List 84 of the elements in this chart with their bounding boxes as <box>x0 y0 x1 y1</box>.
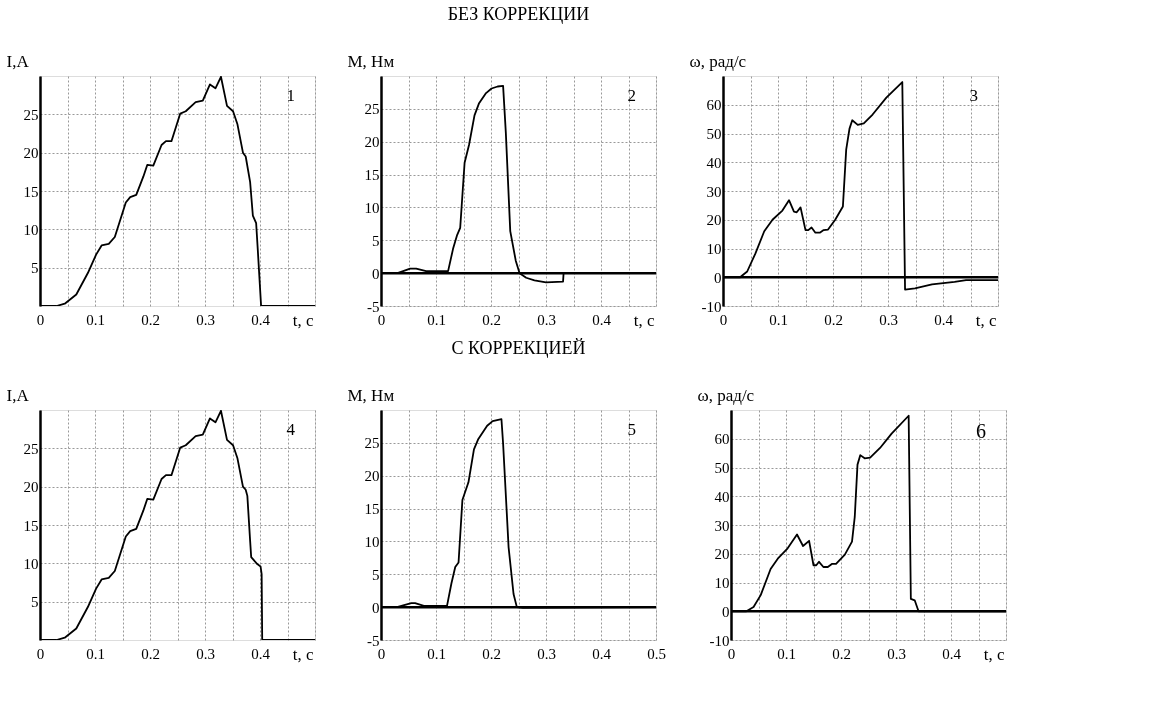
x-tick-label: 0.4 <box>251 311 271 328</box>
y-tick-label: 0 <box>722 603 730 620</box>
x-axis-title: t, c <box>292 644 314 664</box>
y-axis-title: M, Нм <box>347 51 395 71</box>
annotation: 5 <box>627 420 636 439</box>
x-axis-title: t, c <box>292 310 314 330</box>
y-tick-label: -10 <box>709 632 730 649</box>
x-axis-title: t, c <box>983 644 1005 664</box>
x-tick-label: 0.3 <box>196 645 215 662</box>
x-tick-label: 0.1 <box>769 311 788 328</box>
y-tick-label: -5 <box>367 632 380 649</box>
y-tick-label: 25 <box>364 435 380 452</box>
y-axis-title: I,A <box>6 385 30 405</box>
y-tick-label: 20 <box>364 468 380 485</box>
y-tick-label: 15 <box>364 167 380 184</box>
y-tick-label: 40 <box>714 488 730 505</box>
y-tick-label: 5 <box>372 232 380 249</box>
x-tick-label: 0.4 <box>592 645 612 662</box>
y-tick-label: 15 <box>23 517 39 534</box>
y-axis-title: M, Нм <box>347 385 395 405</box>
y-tick-label: 60 <box>706 97 722 114</box>
x-tick-label: 0.5 <box>647 645 666 662</box>
x-tick-label: 0.4 <box>251 645 271 662</box>
y-tick-label: 10 <box>23 221 39 238</box>
x-tick-label: 0.4 <box>942 645 962 662</box>
x-tick-label: 0.4 <box>934 311 954 328</box>
y-tick-label: 25 <box>23 106 39 123</box>
x-tick-label: 0.2 <box>482 311 501 328</box>
y-tick-label: 10 <box>364 533 380 550</box>
y-tick-label: 10 <box>23 555 39 572</box>
y-axis-title: ω, рад/с <box>689 51 747 71</box>
y-tick-label: -5 <box>367 298 380 315</box>
y-tick-label: 30 <box>714 517 730 534</box>
y-tick-label: 10 <box>706 241 722 257</box>
y-tick-label: 20 <box>23 479 39 496</box>
y-tick-label: 10 <box>714 575 730 591</box>
y-tick-label: 20 <box>706 212 722 229</box>
y-tick-label: 20 <box>714 546 730 563</box>
y-tick-label: 10 <box>364 199 380 216</box>
x-tick-label: 0.2 <box>482 645 501 662</box>
x-tick-label: 0.1 <box>86 645 105 662</box>
x-tick-label: 0.3 <box>196 311 215 328</box>
x-tick-label: 0.3 <box>879 311 898 328</box>
y-tick-label: 15 <box>23 183 39 200</box>
annotation: 2 <box>627 86 636 105</box>
y-tick-label: 50 <box>706 126 722 142</box>
y-tick-label: 40 <box>706 154 722 171</box>
y-tick-label: 60 <box>714 431 730 448</box>
x-tick-label: 0.1 <box>427 311 446 328</box>
x-tick-label: 0.2 <box>141 645 160 662</box>
y-tick-label: 0 <box>714 269 722 286</box>
y-tick-label: 0 <box>372 265 380 282</box>
x-axis-title: t, c <box>975 310 997 330</box>
y-tick-label: 50 <box>714 460 730 476</box>
x-tick-label: 0.1 <box>427 645 446 662</box>
x-tick-label: 0.3 <box>537 311 556 328</box>
x-tick-label: 0.2 <box>832 645 851 662</box>
y-tick-label: 5 <box>31 594 39 611</box>
annotation: 6 <box>976 420 986 442</box>
y-tick-label: 0 <box>372 599 380 616</box>
chart-title: БЕЗ КОРРЕКЦИИ <box>447 4 590 24</box>
y-tick-label: 30 <box>706 183 722 200</box>
x-tick-label: 0.2 <box>824 311 843 328</box>
x-tick-label: 0.2 <box>141 311 160 328</box>
y-tick-label: 15 <box>364 501 380 518</box>
y-axis-title: ω, рад/с <box>697 385 755 405</box>
x-tick-label: 0.1 <box>777 645 796 662</box>
x-axis-title: t, c <box>633 310 655 330</box>
y-tick-label: 5 <box>372 566 380 583</box>
y-tick-label: 20 <box>23 145 39 162</box>
y-tick-label: 20 <box>364 134 380 151</box>
x-tick-label: 0.4 <box>592 311 612 328</box>
annotation: 4 <box>286 420 296 439</box>
x-tick-label: 0.3 <box>537 645 556 662</box>
chart-title: С КОРРЕКЦИЕЙ <box>451 338 586 358</box>
y-tick-label: 25 <box>364 101 380 118</box>
y-tick-label: 5 <box>31 260 39 277</box>
annotation: 1 <box>286 86 295 105</box>
y-tick-label: -10 <box>701 298 722 315</box>
y-axis-title: I,A <box>6 51 30 71</box>
annotation: 3 <box>969 86 978 105</box>
x-tick-label: 0.3 <box>887 645 906 662</box>
y-tick-label: 25 <box>23 440 39 457</box>
x-tick-label: 0.1 <box>86 311 105 328</box>
